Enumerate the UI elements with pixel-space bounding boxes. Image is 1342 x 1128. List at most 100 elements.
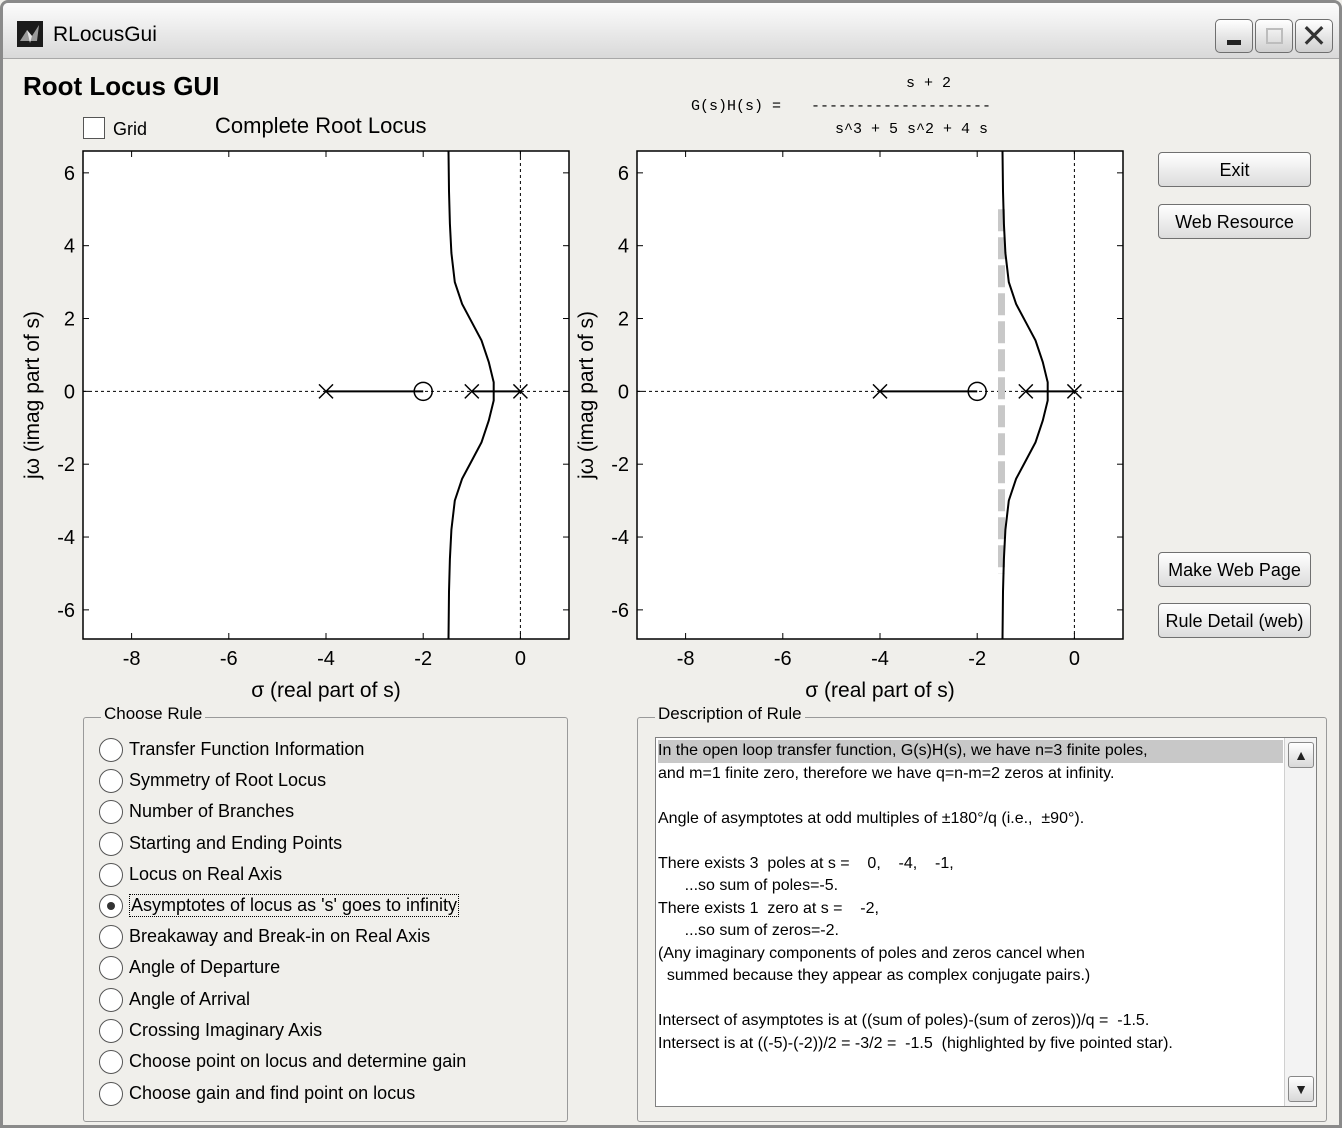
- x-axis-label: σ (real part of s): [251, 679, 401, 702]
- web-resource-button[interactable]: Web Resource: [1158, 204, 1311, 239]
- y-tick-label: 4: [618, 236, 629, 258]
- y-tick-label: 0: [64, 381, 75, 403]
- description-title: Description of Rule: [655, 704, 805, 724]
- radio-button[interactable]: [99, 1082, 123, 1106]
- radio-button[interactable]: [99, 1019, 123, 1043]
- description-line: [658, 785, 1283, 808]
- x-axis-label: σ (real part of s): [805, 679, 955, 702]
- scroll-down-button[interactable]: ▼: [1288, 1076, 1314, 1102]
- description-line: Intersect of asymptotes is at ((sum of p…: [658, 1012, 1150, 1029]
- x-tick-label: -6: [774, 648, 792, 670]
- zero-marker: [967, 381, 987, 402]
- y-tick-label: -6: [611, 600, 629, 622]
- x-tick-label: -8: [123, 648, 141, 670]
- locus-branch: [447, 150, 495, 392]
- locus-branch: [447, 391, 495, 640]
- description-line: There exists 1 zero at s = -2,: [658, 899, 879, 917]
- y-axis-label: jω (imag part of s): [575, 311, 598, 480]
- minimize-button[interactable]: [1215, 19, 1253, 53]
- x-tick-label: -4: [317, 648, 335, 670]
- x-tick-label: 0: [1069, 648, 1080, 670]
- rule-option-label[interactable]: Choose point on locus and determine gain: [129, 1051, 467, 1071]
- scroll-up-button[interactable]: ▲: [1288, 742, 1314, 768]
- locus-branch: [1001, 391, 1049, 640]
- tf-fraction-bar: --------------------: [811, 98, 992, 115]
- locus-branch: [1001, 150, 1049, 392]
- rule-detail-button[interactable]: Rule Detail (web): [1158, 603, 1311, 638]
- x-tick-label: -2: [414, 648, 432, 670]
- maximize-button[interactable]: [1255, 19, 1293, 53]
- chevron-up-icon: ▲: [1294, 747, 1308, 763]
- rule-option-label[interactable]: Locus on Real Axis: [129, 864, 283, 884]
- plot-heading: Complete Root Locus: [215, 113, 427, 138]
- description-line: In the open loop transfer function, G(s)…: [658, 740, 1283, 763]
- pole-marker: [318, 383, 334, 399]
- y-tick-label: -2: [611, 454, 629, 476]
- rule-option-label[interactable]: Choose gain and find point on locus: [129, 1083, 416, 1103]
- rule-option-label[interactable]: Angle of Departure: [129, 957, 281, 977]
- x-tick-label: -4: [871, 648, 889, 670]
- y-tick-label: 6: [618, 163, 629, 185]
- make-web-page-button[interactable]: Make Web Page: [1158, 552, 1311, 587]
- y-tick-label: -4: [57, 527, 75, 549]
- rule-option-label[interactable]: Angle of Arrival: [129, 989, 251, 1009]
- radio-button[interactable]: [99, 956, 123, 980]
- description-line: There exists 3 poles at s = 0, -4, -1,: [658, 854, 954, 872]
- radio-button[interactable]: [99, 832, 123, 856]
- grid-checkbox-label[interactable]: Grid: [113, 119, 148, 139]
- radio-selected-dot: [107, 902, 115, 910]
- pole-marker: [1018, 383, 1034, 399]
- close-button[interactable]: ✕: [1295, 18, 1333, 54]
- window-title: RLocusGui: [53, 23, 157, 46]
- x-tick-label: 0: [515, 648, 526, 670]
- close-icon: ✕: [1300, 18, 1328, 54]
- y-tick-label: 4: [64, 236, 75, 258]
- exit-button[interactable]: Exit: [1158, 152, 1311, 187]
- grid-checkbox[interactable]: [83, 117, 105, 139]
- tf-denominator: s^3 + 5 s^2 + 4 s: [835, 121, 989, 138]
- y-axis-label: jω (imag part of s): [21, 311, 44, 480]
- minimize-icon: [1227, 40, 1241, 45]
- rule-option-label[interactable]: Crossing Imaginary Axis: [129, 1020, 323, 1040]
- rule-option-label[interactable]: Number of Branches: [129, 801, 295, 821]
- radio-button[interactable]: [99, 1050, 123, 1074]
- description-line: Intersect is at ((-5)-(-2))/2 = -3/2 = -…: [658, 1034, 1173, 1052]
- radio-button[interactable]: [99, 988, 123, 1012]
- y-tick-label: 6: [64, 163, 75, 185]
- x-tick-label: -8: [677, 648, 695, 670]
- radio-button[interactable]: [99, 925, 123, 949]
- y-tick-label: -2: [57, 454, 75, 476]
- radio-button[interactable]: [99, 894, 123, 918]
- zero-marker: [413, 381, 433, 402]
- description-scrollbar[interactable]: ▲ ▼: [1284, 738, 1316, 1106]
- choose-rule-title: Choose Rule: [101, 704, 206, 724]
- rule-option-label[interactable]: Breakaway and Break-in on Real Axis: [129, 926, 431, 946]
- rule-option-label[interactable]: Starting and Ending Points: [129, 833, 343, 853]
- x-tick-label: -2: [968, 648, 986, 670]
- y-tick-label: 2: [64, 309, 75, 331]
- chevron-down-icon: ▼: [1294, 1081, 1308, 1097]
- y-tick-label: 2: [618, 309, 629, 331]
- description-line: ...so sum of poles=-5.: [658, 877, 839, 894]
- matlab-app-icon: [17, 21, 43, 47]
- y-tick-label: -4: [611, 527, 629, 549]
- radio-button[interactable]: [99, 769, 123, 793]
- description-line: (Any imaginary components of poles and z…: [658, 944, 1085, 962]
- description-textbox[interactable]: In the open loop transfer function, G(s)…: [655, 737, 1317, 1107]
- rule-option-label[interactable]: Transfer Function Information: [129, 739, 365, 759]
- radio-button[interactable]: [99, 800, 123, 824]
- title-bar[interactable]: RLocusGui ✕: [3, 3, 1339, 59]
- description-line: [658, 830, 1283, 853]
- radio-button[interactable]: [99, 863, 123, 887]
- radio-button[interactable]: [99, 738, 123, 762]
- y-tick-label: -6: [57, 600, 75, 622]
- plot-area: [82, 150, 570, 640]
- rule-option-label[interactable]: Asymptotes of locus as 's' goes to infin…: [129, 894, 460, 917]
- root-locus-plots: -8 -6 -4 -2 0 6 4 2 0 -2 -4 -6 σ (real part of s) jω …: [21, 150, 1124, 702]
- description-text: In the open loop transfer function, G(s)…: [658, 740, 1283, 1055]
- pole-marker: [512, 383, 528, 399]
- rule-option-label[interactable]: Symmetry of Root Locus: [129, 770, 327, 790]
- description-line: and m=1 finite zero, therefore we have q…: [658, 764, 1115, 782]
- description-line: summed because they appear as complex co…: [658, 967, 1091, 984]
